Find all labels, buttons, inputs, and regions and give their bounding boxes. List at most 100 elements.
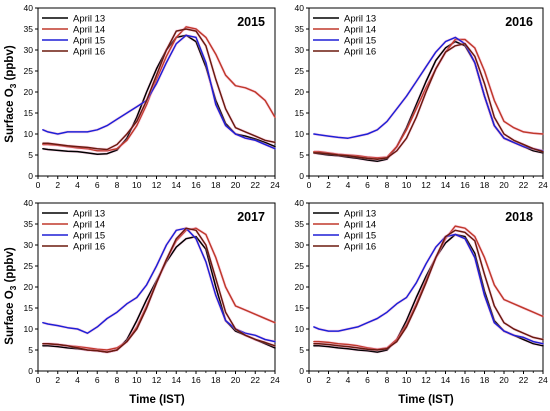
legend-label: April 15: [73, 36, 105, 47]
x-tick-label: 18: [211, 180, 221, 190]
x-tick-label: 24: [270, 375, 280, 385]
legend-label: April 14: [73, 25, 105, 36]
panel-title: 2017: [237, 210, 265, 224]
y-tick-label: 40: [24, 3, 34, 13]
y-tick-label: 30: [295, 45, 305, 55]
x-tick-label: 14: [441, 375, 451, 385]
legend-label: April 13: [344, 209, 376, 220]
legend-label: April 16: [344, 242, 376, 253]
x-tick-label: 8: [115, 375, 120, 385]
y-tick-label: 25: [295, 66, 305, 76]
x-tick-label: 14: [172, 375, 182, 385]
x-tick-label: 8: [385, 180, 390, 190]
y-axis-label-unit: (ppbv): [4, 247, 16, 285]
y-tick-label: 25: [24, 261, 34, 271]
y-tick-label: 15: [295, 303, 305, 313]
x-tick-label: 18: [480, 375, 490, 385]
y-tick-label: 15: [295, 108, 305, 118]
x-tick-label: 0: [307, 375, 312, 385]
y-axis-label-bottom: Surface O3 (ppbv): [4, 247, 18, 345]
y-tick-label: 0: [28, 366, 33, 376]
legend-label: April 15: [344, 36, 376, 47]
x-tick-label: 12: [421, 375, 431, 385]
legend-label: April 16: [73, 47, 105, 58]
x-tick-label: 14: [172, 180, 182, 190]
legend-label: April 16: [73, 242, 105, 253]
y-tick-label: 0: [28, 171, 33, 181]
panel-title: 2018: [505, 210, 533, 224]
x-tick-label: 24: [538, 180, 548, 190]
y-tick-label: 15: [24, 303, 34, 313]
series-halo-april-13: [42, 235, 276, 354]
y-tick-label: 20: [24, 87, 34, 97]
chart-panel-2018: 0 2 4 6 8 10 12 14 16 18 20 22 240510152025303540Apr…: [295, 198, 548, 385]
y-tick-label: 40: [24, 198, 34, 208]
y-tick-label: 35: [295, 219, 305, 229]
legend-label: April 16: [344, 47, 376, 58]
y-tick-label: 20: [24, 282, 34, 292]
x-tick-label: 22: [519, 180, 529, 190]
x-tick-label: 2: [326, 180, 331, 190]
y-axis-label-text: Surface O: [4, 88, 16, 142]
y-tick-label: 5: [28, 150, 33, 160]
x-tick-label: 4: [75, 375, 80, 385]
y-tick-label: 0: [299, 171, 304, 181]
x-tick-label: 4: [346, 180, 351, 190]
x-tick-label: 22: [519, 375, 529, 385]
legend-label: April 15: [344, 231, 376, 242]
y-tick-label: 40: [295, 3, 305, 13]
x-tick-label: 0: [36, 180, 41, 190]
x-tick-label: 18: [211, 375, 221, 385]
chart-panel-2015: 0 2 4 6 8 10 12 14 16 18 20 22 240510152025303540Apr…: [24, 3, 280, 190]
x-tick-label: 18: [480, 180, 490, 190]
legend-label: April 14: [344, 25, 376, 36]
x-tick-label: 6: [95, 180, 100, 190]
x-tick-label: 16: [191, 180, 201, 190]
x-tick-label: 10: [132, 180, 142, 190]
x-tick-label: 0: [307, 180, 312, 190]
series-line-april-15: [313, 36, 544, 152]
y-tick-label: 20: [295, 282, 305, 292]
panel-title: 2016: [505, 15, 533, 29]
x-tick-label: 16: [191, 375, 201, 385]
x-tick-label: 10: [402, 375, 412, 385]
legend-label: April 13: [73, 14, 105, 25]
x-tick-label: 6: [365, 375, 370, 385]
x-tick-label: 24: [538, 375, 548, 385]
y-tick-label: 35: [24, 219, 34, 229]
series-line-april-14: [313, 225, 544, 350]
x-tick-label: 22: [251, 375, 261, 385]
series-line-april-16: [313, 229, 544, 351]
y-tick-label: 0: [299, 366, 304, 376]
x-tick-label: 20: [499, 375, 509, 385]
x-tick-label: 2: [55, 180, 60, 190]
legend-label: April 14: [73, 220, 105, 231]
y-tick-label: 40: [295, 198, 305, 208]
panel-title: 2015: [237, 15, 265, 29]
x-tick-label: 12: [152, 180, 162, 190]
x-tick-label: 20: [499, 180, 509, 190]
series-line-april-16: [42, 28, 276, 151]
x-tick-label: 12: [421, 180, 431, 190]
series-line-april-13: [42, 235, 276, 353]
y-axis-label-unit: (ppbv): [4, 45, 16, 83]
y-tick-label: 30: [295, 240, 305, 250]
y-tick-label: 10: [24, 324, 34, 334]
x-tick-label: 12: [152, 375, 162, 385]
series-line-april-16: [313, 42, 544, 160]
legend-label: April 13: [73, 209, 105, 220]
x-tick-label: 10: [132, 375, 142, 385]
x-tick-label: 6: [365, 180, 370, 190]
y-tick-label: 20: [295, 87, 305, 97]
series-line-april-13: [313, 40, 544, 163]
chart-panel-2016: 0 2 4 6 8 10 12 14 16 18 20 22 240510152025303540Apr…: [295, 3, 548, 190]
y-tick-label: 35: [24, 24, 34, 34]
x-tick-label: 14: [441, 180, 451, 190]
y-axis-label-subscript: 3: [8, 83, 18, 88]
legend-label: April 14: [344, 220, 376, 231]
legend-label: April 13: [344, 14, 376, 25]
x-axis-label-right: Time (IST): [398, 394, 454, 406]
x-tick-label: 4: [75, 180, 80, 190]
x-tick-label: 16: [460, 180, 470, 190]
